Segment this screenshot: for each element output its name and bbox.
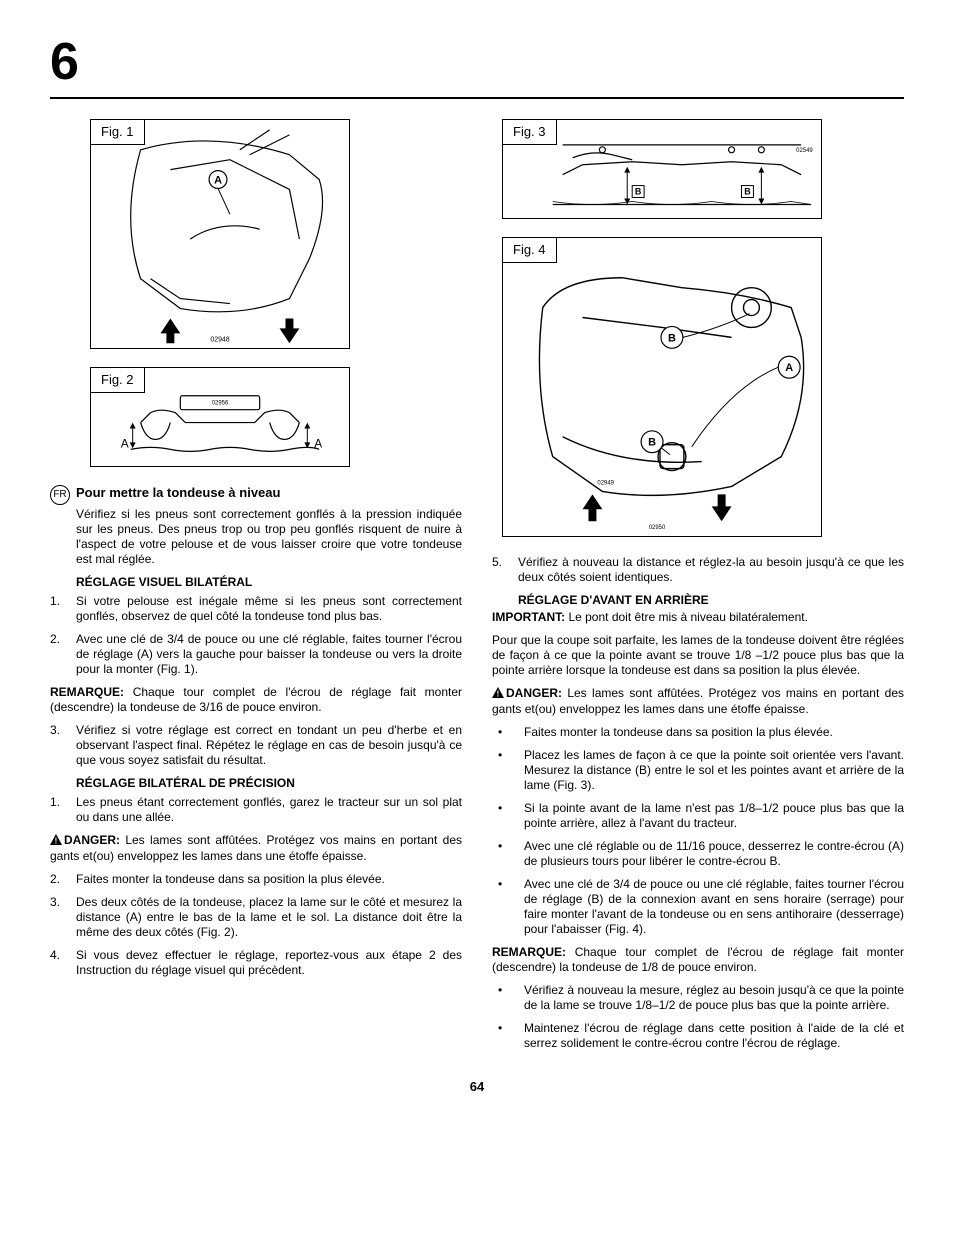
figure-1-illustration: A 02948	[91, 120, 349, 348]
svg-text:!: !	[497, 690, 500, 699]
svg-text:B: B	[668, 332, 676, 344]
page-header: 6	[50, 30, 904, 99]
svg-text:B: B	[744, 187, 751, 197]
para-front-back: Pour que la coupe soit parfaite, les lam…	[492, 633, 904, 678]
figure-2: Fig. 2 A A	[90, 367, 350, 467]
subheading-front-back: RÉGLAGE D'AVANT EN ARRIÈRE	[518, 593, 904, 608]
list-precision-b: 2.Faites monter la tondeuse dans sa posi…	[50, 872, 462, 978]
warning-icon: !	[50, 834, 62, 849]
bullets-1: Faites monter la tondeuse dans sa positi…	[492, 725, 904, 937]
svg-text:02950: 02950	[649, 525, 666, 531]
danger-left: ! DANGER: Les lames sont affûtées. Proté…	[50, 833, 462, 864]
remark-1: REMARQUE: Chaque tour complet de l'écrou…	[50, 685, 462, 715]
svg-text:02949: 02949	[597, 480, 614, 486]
subheading-visual: RÉGLAGE VISUEL BILATÉRAL	[76, 575, 462, 590]
list-visual-cont: 3.Vérifiez si votre réglage est correct …	[50, 723, 462, 768]
right-column: Fig. 3 B	[492, 119, 904, 1059]
svg-text:A: A	[121, 436, 129, 450]
intro-paragraph: Vérifiez si les pneus sont correctement …	[76, 507, 462, 567]
two-column-layout: Fig. 1 A	[50, 119, 904, 1059]
svg-text:B: B	[635, 187, 642, 197]
left-column: Fig. 1 A	[50, 119, 462, 1059]
svg-text:!: !	[55, 837, 58, 846]
svg-text:A: A	[785, 362, 793, 374]
bullets-2: Vérifiez à nouveau la mesure, réglez au …	[492, 983, 904, 1051]
figure-4: Fig. 4 B	[502, 237, 822, 537]
svg-text:02948: 02948	[210, 336, 229, 343]
subheading-precision: RÉGLAGE BILATÉRAL DE PRÉCISION	[76, 776, 462, 791]
figure-1: Fig. 1 A	[90, 119, 350, 349]
danger-right: ! DANGER: Les lames sont affûtées. Proté…	[492, 686, 904, 717]
list-precision-a: 1.Les pneus étant correctement gonflés, …	[50, 795, 462, 825]
language-badge: FR	[50, 485, 70, 505]
figure-4-illustration: B A B 02949 02950	[503, 238, 821, 536]
list-visual: 1.Si votre pelouse est inégale même si l…	[50, 594, 462, 677]
figure-1-label: Fig. 1	[91, 120, 145, 145]
svg-text:A: A	[314, 436, 322, 450]
figure-4-label: Fig. 4	[503, 238, 557, 263]
svg-text:A: A	[214, 175, 222, 187]
svg-text:02549: 02549	[796, 148, 813, 154]
svg-text:B: B	[648, 437, 656, 449]
remark-right: REMARQUE: Chaque tour complet de l'écrou…	[492, 945, 904, 975]
figure-2-label: Fig. 2	[91, 368, 145, 393]
page-number: 64	[50, 1079, 904, 1095]
important-note: IMPORTANT: Le pont doit être mis à nivea…	[492, 610, 904, 625]
figure-3-label: Fig. 3	[503, 120, 557, 145]
list-step5: 5.Vérifiez à nouveau la distance et régl…	[492, 555, 904, 585]
svg-text:02956: 02956	[212, 401, 229, 407]
section-title: Pour mettre la tondeuse à niveau	[76, 485, 280, 500]
figure-3: Fig. 3 B	[502, 119, 822, 219]
chapter-number: 6	[50, 33, 79, 91]
warning-icon: !	[492, 687, 504, 702]
